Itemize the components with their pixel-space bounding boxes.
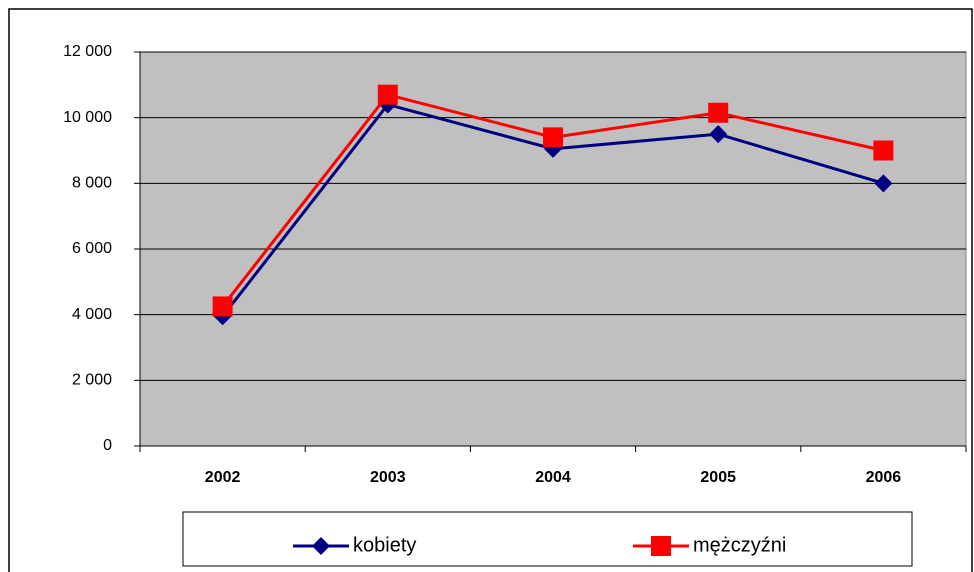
y-tick-label: 8 000 xyxy=(72,175,112,192)
x-tick-label: 2004 xyxy=(535,469,571,486)
marker xyxy=(651,536,671,556)
x-tick-label: 2006 xyxy=(866,469,902,486)
legend-box xyxy=(182,511,913,567)
marker xyxy=(377,84,398,105)
marker xyxy=(543,127,563,148)
marker xyxy=(312,537,330,555)
x-tick-label: 2003 xyxy=(370,469,406,486)
marker xyxy=(212,296,233,317)
x-tick-label: 2002 xyxy=(205,469,241,486)
y-tick-label: 2 000 xyxy=(72,372,112,389)
legend-label: mężczyźni xyxy=(693,534,786,556)
y-tick-label: 6 000 xyxy=(72,240,112,257)
marker xyxy=(708,102,729,123)
y-tick-label: 12 000 xyxy=(63,43,112,60)
y-tick-label: 10 000 xyxy=(63,109,112,126)
marker xyxy=(874,174,893,193)
y-tick-label: 4 000 xyxy=(72,306,112,323)
x-tick-label: 2005 xyxy=(700,469,736,486)
marker xyxy=(873,140,894,161)
marker xyxy=(709,125,728,144)
y-tick-label: 0 xyxy=(103,437,112,454)
legend-label: kobiety xyxy=(353,534,416,556)
